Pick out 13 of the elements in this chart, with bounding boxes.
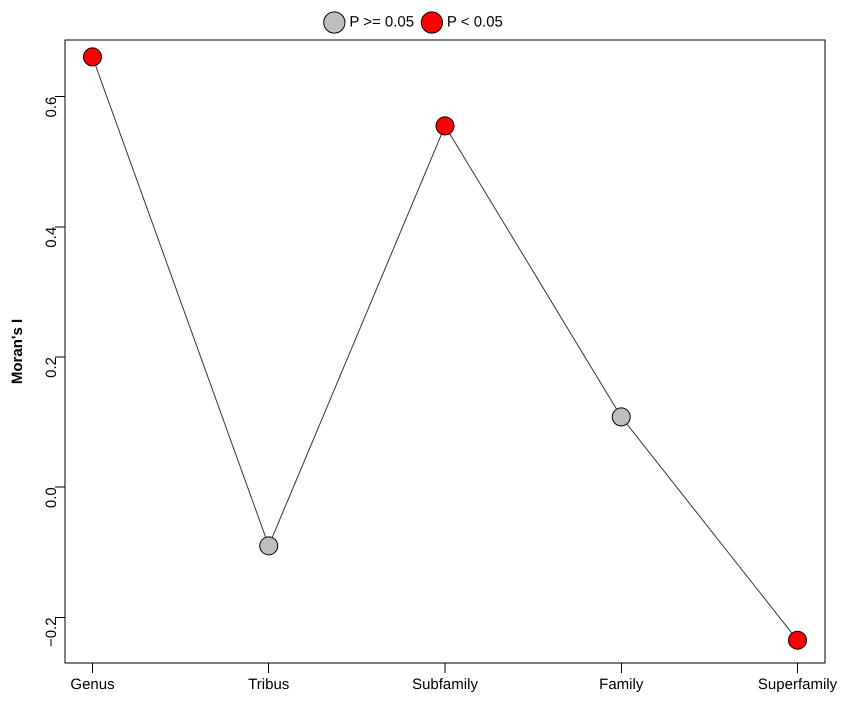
y-tick-label: −0.2 [43, 617, 60, 648]
y-tick-label: 0.0 [43, 487, 60, 508]
y-tick-label: 0.4 [43, 226, 60, 248]
x-tick-label: Genus [70, 676, 115, 694]
y-axis-title: Moran's I [9, 318, 26, 384]
x-tick-label: Superfamily [758, 676, 838, 694]
y-tick-label: 0.2 [43, 357, 60, 378]
x-tick-label: Tribus [248, 676, 290, 694]
y-tick-label: 0.6 [43, 96, 60, 118]
x-tick-label: Subfamily [412, 676, 478, 694]
legend-label: P >= 0.05 [349, 14, 414, 31]
legend-label: P < 0.05 [446, 14, 503, 31]
x-tick-label: Family [599, 676, 644, 694]
